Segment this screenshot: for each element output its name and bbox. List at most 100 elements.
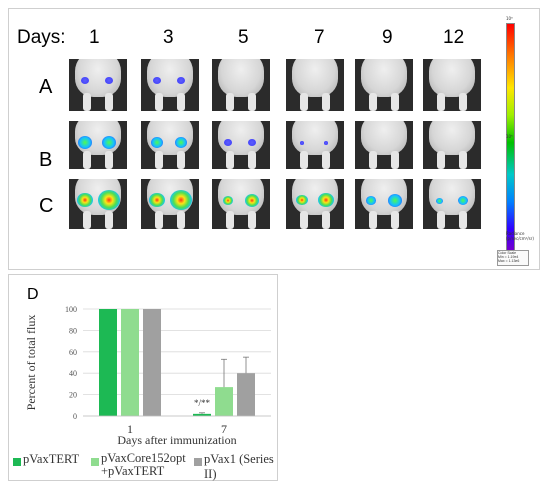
mouse-leg xyxy=(322,151,330,169)
colorbar-tick-mid: 10⁵ xyxy=(506,134,513,139)
mouse-leg xyxy=(369,211,377,229)
bioluminescence-signal xyxy=(151,137,163,148)
mouse-body xyxy=(218,121,264,155)
mouse-leg xyxy=(391,151,399,169)
mouse-leg xyxy=(391,211,399,229)
mouse-leg xyxy=(177,211,185,229)
day-header: 1 xyxy=(89,27,100,48)
mouse-body xyxy=(292,121,338,155)
mouse-thumbnail xyxy=(423,179,481,229)
flux-chart-panel: D 0 20 40 60 80 100 Percent of total flux 1 7 */**… xyxy=(8,274,278,481)
mouse-body xyxy=(429,121,475,155)
colorbar-tick-top: 10⁶ xyxy=(506,16,513,21)
mouse-thumbnail xyxy=(286,121,344,169)
mouse-thumbnail xyxy=(141,121,199,169)
mouse-thumbnail xyxy=(212,121,270,169)
bioluminescence-signal xyxy=(300,141,304,145)
colorbar-title: Radiance (p/sec/cm²/sr) xyxy=(506,231,534,241)
mouse-thumbnail xyxy=(141,179,199,229)
bioluminescence-signal xyxy=(102,136,116,149)
mouse-leg xyxy=(155,211,163,229)
mouse-leg xyxy=(391,93,399,111)
mouse-leg xyxy=(300,211,308,229)
day-header: 9 xyxy=(382,27,393,48)
mouse-thumbnail xyxy=(212,59,270,111)
mouse-leg xyxy=(105,151,113,169)
bar xyxy=(237,373,255,416)
y-tick-label: 100 xyxy=(65,305,77,314)
mouse-thumbnail xyxy=(355,59,413,111)
row-label-b: B xyxy=(39,149,53,171)
x-axis-label: Days after immunization xyxy=(117,433,236,447)
mouse-leg xyxy=(155,93,163,111)
bioluminescence-signal xyxy=(175,137,187,148)
mouse-leg xyxy=(459,151,467,169)
days-label: Days: xyxy=(17,27,66,48)
y-tick-label: 20 xyxy=(69,391,77,400)
mouse-thumbnail xyxy=(141,59,199,111)
bioluminescence-signal xyxy=(223,196,233,205)
bioluminescence-signal xyxy=(170,190,192,210)
bioluminescence-signal xyxy=(78,136,92,149)
row-label-a: A xyxy=(39,76,53,98)
mouse-leg xyxy=(83,93,91,111)
mouse-leg xyxy=(459,211,467,229)
significance-marker: */** xyxy=(194,398,211,408)
mouse-body xyxy=(361,121,407,155)
y-tick-label: 40 xyxy=(69,369,77,378)
mouse-thumbnail xyxy=(69,59,127,111)
legend-item-pvax1: pVax1 (Series II) xyxy=(204,452,274,481)
legend-swatch xyxy=(194,458,202,466)
mouse-thumbnail xyxy=(69,179,127,229)
mouse-leg xyxy=(459,93,467,111)
imaging-panel: Days: 1 3 5 7 9 12 A B C xyxy=(8,8,540,270)
mouse-leg xyxy=(322,211,330,229)
mouse-thumbnail xyxy=(423,59,481,111)
y-tick-label: 60 xyxy=(69,348,77,357)
row-label-c: C xyxy=(39,195,54,217)
mouse-leg xyxy=(83,211,91,229)
bioluminescence-signal xyxy=(435,197,443,204)
mouse-leg xyxy=(437,151,445,169)
legend-swatch xyxy=(13,458,21,466)
bioluminescence-signal xyxy=(296,195,308,206)
mouse-leg xyxy=(248,93,256,111)
bioluminescence-signal xyxy=(105,77,113,85)
mouse-leg xyxy=(226,93,234,111)
bar xyxy=(193,413,211,416)
mouse-leg xyxy=(322,93,330,111)
mouse-leg xyxy=(226,211,234,229)
bar xyxy=(215,387,233,416)
day-header: 3 xyxy=(163,27,174,48)
mouse-body xyxy=(361,59,407,97)
mouse-leg xyxy=(369,151,377,169)
mouse-leg xyxy=(369,93,377,111)
colorbar-info-line: Color Scale xyxy=(498,251,517,255)
mouse-thumbnail xyxy=(286,59,344,111)
mouse-body xyxy=(218,59,264,97)
mouse-thumbnail xyxy=(423,121,481,169)
legend-swatch xyxy=(91,458,99,466)
mouse-leg xyxy=(155,151,163,169)
bioluminescence-signal xyxy=(248,139,256,147)
mouse-body xyxy=(292,59,338,97)
colorbar-info-box: Color Scale Min = 1.19e4 Max = 1.13e6 xyxy=(497,250,529,266)
mouse-leg xyxy=(105,93,113,111)
mouse-leg xyxy=(177,151,185,169)
mouse-leg xyxy=(437,211,445,229)
mouse-leg xyxy=(177,93,185,111)
mouse-leg xyxy=(248,211,256,229)
colorbar-info-line: Max = 1.13e6 xyxy=(498,259,520,263)
bioluminescence-signal xyxy=(324,141,328,145)
mouse-thumbnail xyxy=(69,121,127,169)
day-header: 5 xyxy=(238,27,249,48)
mouse-body xyxy=(429,59,475,97)
mouse-thumbnail xyxy=(286,179,344,229)
y-axis-label: Percent of total flux xyxy=(24,315,38,411)
bioluminescence-signal xyxy=(458,196,468,205)
y-tick-label: 80 xyxy=(69,326,77,335)
bioluminescence-signal xyxy=(81,77,89,85)
bar xyxy=(121,309,139,416)
bar xyxy=(99,309,117,416)
legend-item-pvaxtert: pVaxTERT xyxy=(23,452,80,466)
